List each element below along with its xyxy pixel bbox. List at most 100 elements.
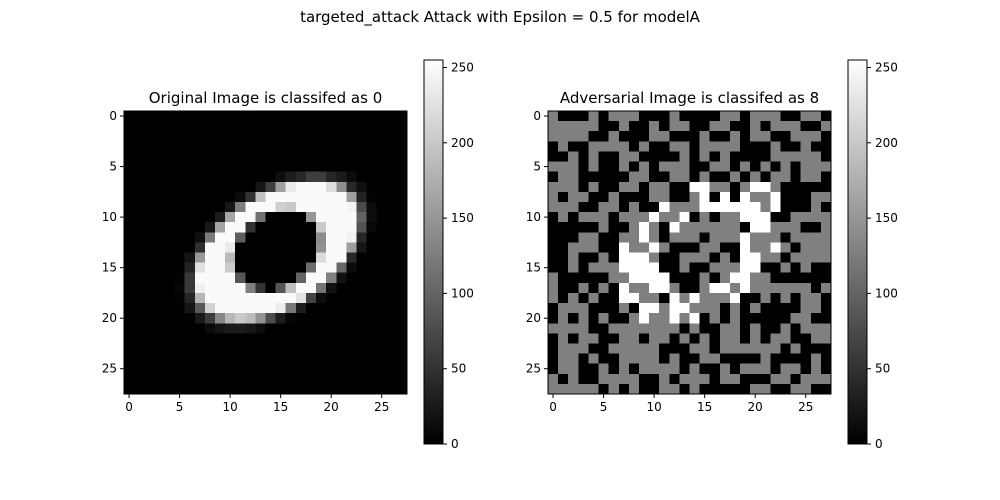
- pixel-cell: [265, 242, 276, 253]
- pixel-cell: [346, 333, 357, 344]
- pixel-cell: [275, 222, 287, 233]
- pixel-cell: [326, 232, 337, 243]
- pixel-cell: [709, 383, 721, 395]
- pixel-cell: [699, 272, 711, 284]
- pixel-cell: [154, 353, 165, 365]
- pixel-cell: [548, 303, 559, 314]
- pixel-cell: [204, 121, 216, 132]
- pixel-cell: [285, 313, 297, 324]
- pixel-cell: [679, 201, 690, 213]
- pixel-cell: [396, 151, 408, 162]
- pixel-cell: [598, 232, 609, 243]
- pixel-cell: [235, 383, 246, 395]
- pixel-cell: [800, 333, 812, 344]
- pixel-cell: [790, 252, 802, 263]
- pixel-cell: [689, 262, 700, 274]
- original-plot-title: Original Image is classifed as 0: [149, 89, 382, 107]
- pixel-cell: [578, 161, 589, 172]
- pixel-cell: [800, 201, 812, 213]
- pixel-cell: [628, 282, 640, 294]
- pixel-cell: [770, 181, 781, 193]
- pixel-cell: [740, 242, 751, 253]
- pixel-cell: [134, 353, 145, 365]
- pixel-cell: [729, 313, 741, 324]
- pixel-cell: [245, 232, 256, 243]
- pixel-cell: [669, 272, 680, 284]
- pixel-cell: [578, 303, 589, 314]
- pixel-cell: [770, 343, 781, 354]
- pixel-cell: [204, 252, 216, 263]
- pixel-cell: [699, 262, 711, 274]
- pixel-cell: [285, 242, 297, 253]
- pixel-cell: [194, 252, 206, 263]
- pixel-cell: [245, 131, 256, 142]
- pixel-cell: [174, 222, 185, 233]
- pixel-cell: [396, 141, 408, 152]
- pixel-cell: [376, 232, 388, 243]
- pixel-cell: [346, 191, 357, 203]
- pixel-cell: [164, 353, 175, 365]
- pixel-cell: [124, 151, 135, 162]
- pixel-cell: [638, 323, 650, 334]
- pixel-cell: [326, 171, 337, 183]
- pixel-cell: [548, 272, 559, 284]
- pixel-cell: [336, 343, 347, 354]
- pixel-cell: [285, 292, 297, 304]
- pixel-cell: [376, 282, 388, 294]
- pixel-cell: [790, 323, 802, 334]
- pixel-cell: [598, 272, 609, 284]
- pixel-cell: [174, 363, 185, 375]
- pixel-cell: [366, 181, 378, 193]
- pixel-cell: [588, 151, 599, 162]
- pixel-cell: [578, 121, 589, 132]
- pixel-cell: [184, 252, 196, 263]
- pixel-cell: [204, 191, 216, 203]
- pixel-cell: [366, 313, 378, 324]
- pixel-cell: [699, 343, 711, 354]
- pixel-cell: [144, 232, 155, 243]
- pixel-cell: [134, 373, 145, 385]
- pixel-cell: [204, 181, 216, 193]
- pixel-cell: [336, 131, 347, 142]
- pixel-cell: [204, 232, 216, 243]
- pixel-cell: [336, 292, 347, 304]
- pixel-cell: [366, 383, 378, 395]
- pixel-cell: [295, 303, 307, 314]
- pixel-cell: [548, 252, 559, 263]
- pixel-cell: [568, 141, 579, 152]
- pixel-cell: [689, 191, 700, 203]
- pixel-cell: [386, 292, 398, 304]
- pixel-cell: [366, 222, 378, 233]
- pixel-cell: [326, 242, 337, 253]
- pixel-cell: [638, 272, 650, 284]
- pixel-cell: [638, 282, 650, 294]
- pixel-cell: [285, 141, 297, 152]
- pixel-cell: [669, 161, 680, 172]
- pixel-cell: [628, 333, 640, 344]
- pixel-cell: [346, 343, 357, 354]
- pixel-cell: [225, 373, 236, 385]
- pixel-cell: [194, 292, 206, 304]
- pixel-cell: [770, 292, 781, 304]
- pixel-cell: [770, 363, 781, 375]
- pixel-cell: [669, 282, 680, 294]
- pixel-cell: [255, 242, 266, 253]
- pixel-cell: [164, 191, 175, 203]
- pixel-cell: [750, 333, 761, 344]
- pixel-cell: [214, 131, 226, 142]
- pixel-cell: [144, 363, 155, 375]
- pixel-cell: [144, 262, 155, 274]
- pixel-cell: [194, 212, 206, 223]
- pixel-cell: [396, 121, 408, 132]
- pixel-cell: [719, 191, 731, 203]
- pixel-cell: [608, 242, 620, 253]
- pixel-cell: [598, 343, 609, 354]
- colorbar-tick-label: 150: [875, 211, 898, 225]
- pixel-cell: [346, 131, 357, 142]
- pixel-cell: [719, 242, 731, 253]
- pixel-cell: [719, 333, 731, 344]
- pixel-cell: [719, 171, 731, 183]
- pixel-cell: [124, 353, 135, 365]
- pixel-cell: [366, 343, 378, 354]
- pixel-cell: [578, 171, 589, 183]
